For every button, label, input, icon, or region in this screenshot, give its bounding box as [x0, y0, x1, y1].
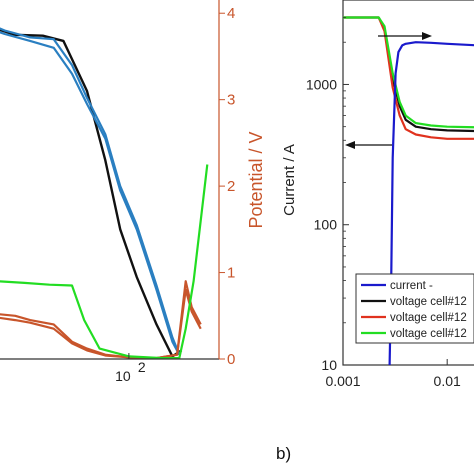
- potential-tick-label-1: 1: [227, 265, 235, 282]
- left-series-group: [0, 27, 209, 360]
- current-y-ticks: 10 100 1000: [306, 17, 349, 373]
- arrow-left-head: [345, 141, 355, 149]
- current-x-tick-label-0: 0.001: [325, 373, 360, 389]
- potential-tick-label-4: 4: [227, 5, 235, 22]
- left-y2-ticks: 0 1 2 3 4: [219, 5, 235, 368]
- current-axis-title: Current / A: [281, 144, 298, 216]
- legend-entries: current - voltage cell#12 voltage cell#12 v…: [361, 280, 467, 340]
- potential-axis-title: Potential / V: [246, 131, 266, 228]
- current-y-tick-label-2: 1000: [306, 76, 337, 92]
- current-y-tick-label-1: 100: [314, 217, 338, 233]
- left-chart-panel: 10 2 0 1 2 3 4 Potential / V: [0, 0, 266, 384]
- direction-arrows: [345, 32, 432, 149]
- legend-label-2: voltage cell#12: [390, 312, 467, 324]
- potential-tick-label-3: 3: [227, 92, 235, 109]
- current-series-1-black-line: [343, 16, 474, 133]
- left-series-5-green-line: [0, 164, 209, 360]
- legend-label-1: voltage cell#12: [390, 296, 467, 308]
- current-series-2-red-line: [343, 16, 474, 140]
- left-series-2-blue-line: [0, 31, 181, 356]
- left-x-tick-label-0: 10: [115, 368, 131, 384]
- legend-label-0: current -: [390, 280, 433, 292]
- panel-label: b): [276, 444, 291, 463]
- legend: current - voltage cell#12 voltage cell#12 v…: [355, 273, 474, 344]
- current-series-group: [343, 16, 474, 366]
- potential-tick-label-0: 0: [227, 351, 235, 368]
- left-series-4-orange-line: [0, 288, 202, 360]
- left-series-0-black-line: [0, 28, 183, 358]
- potential-tick-label-2: 2: [227, 178, 235, 195]
- left-x-ticks: 10 2: [115, 353, 146, 384]
- left-x-tick-exponent-0: 2: [138, 359, 146, 375]
- current-x-tick-label-1: 0.01: [434, 373, 461, 389]
- legend-label-3: voltage cell#12: [390, 328, 467, 340]
- arrow-right-head: [422, 32, 432, 40]
- current-y-tick-label-0: 10: [321, 357, 337, 373]
- left-series-1-blue-line: [0, 27, 181, 356]
- current-x-ticks: 0.001 0.01: [325, 359, 461, 389]
- left-series-3-orange-line: [0, 280, 202, 360]
- current-series-3-green-line: [343, 16, 474, 129]
- current-chart-panel: 10 100 1000 0.001 0.01 Current / A current …: [281, 0, 474, 389]
- current-series-0-navy-line: [388, 41, 474, 366]
